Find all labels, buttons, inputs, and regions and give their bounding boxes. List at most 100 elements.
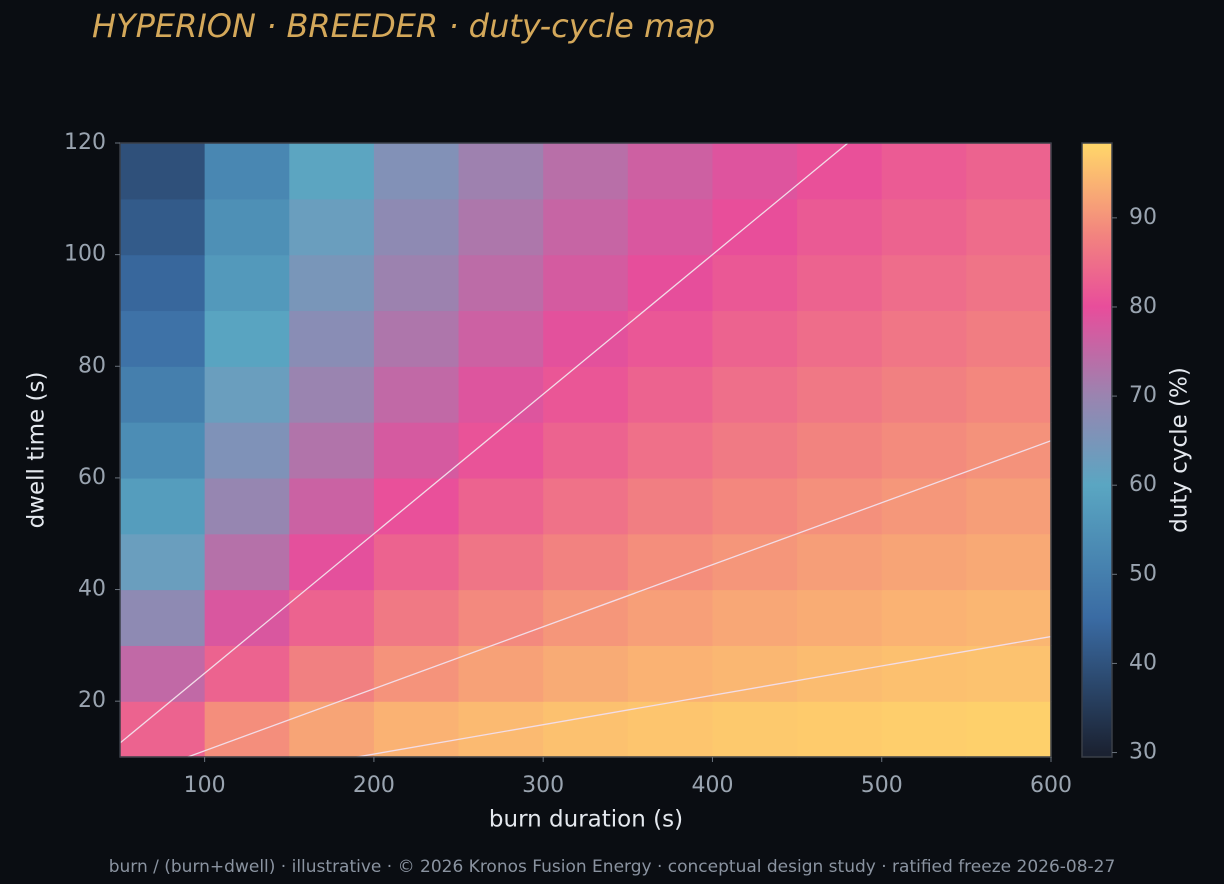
- heatmap-cell: [966, 701, 1052, 758]
- heatmap-cell: [204, 645, 290, 702]
- heatmap-cell: [966, 254, 1052, 312]
- heatmap-cell: [120, 143, 206, 200]
- heatmap-cell: [458, 310, 544, 367]
- heatmap-cell: [966, 366, 1052, 423]
- heatmap-cell: [120, 310, 206, 367]
- heatmap-cell: [373, 254, 460, 312]
- heatmap-cell: [881, 198, 967, 256]
- heatmap-cell: [881, 477, 967, 535]
- heatmap-cell: [797, 198, 883, 256]
- heatmap-cell: [204, 254, 290, 312]
- heatmap-cell: [627, 143, 714, 200]
- heatmap-cell: [204, 477, 290, 535]
- heatmap-cell: [627, 310, 714, 367]
- heatmap-cell: [881, 589, 967, 646]
- heatmap-cell: [289, 701, 375, 758]
- x-axis-label: burn duration (s): [489, 807, 683, 833]
- heatmap-cell: [797, 422, 883, 479]
- colorbar-tick-label: 90: [1129, 205, 1157, 230]
- heatmap-cell: [120, 198, 206, 256]
- heatmap-cell: [373, 422, 460, 479]
- heatmap-cell: [289, 198, 375, 256]
- heatmap-cell: [458, 198, 544, 256]
- heatmap-cell: [712, 366, 798, 423]
- heatmap-cell: [204, 366, 290, 423]
- heatmap-cell: [204, 533, 290, 591]
- plot-frame: [119, 142, 1052, 758]
- heatmap-cell: [881, 533, 967, 591]
- heatmap-cell: [712, 422, 798, 479]
- heatmap-cell: [966, 310, 1052, 367]
- heatmap-cell: [627, 533, 714, 591]
- heatmap-cell: [543, 310, 629, 367]
- heatmap-cell: [712, 589, 798, 646]
- heatmap: [120, 143, 1052, 758]
- heatmap-cell: [543, 477, 629, 535]
- contour-line: [185, 440, 1051, 757]
- heatmap-cell: [458, 143, 544, 200]
- heatmap-cell: [797, 701, 883, 758]
- chart-title: HYPERION · BREEDER · duty-cycle map: [92, 7, 715, 45]
- heatmap-cell: [966, 645, 1052, 702]
- heatmap-cell: [289, 589, 375, 646]
- heatmap-cell: [373, 701, 460, 758]
- colorbar-tick-label: 50: [1129, 561, 1157, 586]
- x-tick-label: 200: [353, 773, 395, 798]
- heatmap-cell: [881, 143, 967, 200]
- heatmap-cell: [458, 477, 544, 535]
- heatmap-cell: [289, 422, 375, 479]
- heatmap-cell: [712, 143, 798, 200]
- heatmap-cell: [204, 310, 290, 367]
- colorbar-tick-label: 40: [1129, 650, 1157, 675]
- heatmap-cell: [627, 366, 714, 423]
- heatmap-cell: [373, 198, 460, 256]
- heatmap-cell: [627, 198, 714, 256]
- heatmap-cell: [881, 310, 967, 367]
- heatmap-cell: [120, 645, 206, 702]
- heatmap-cell: [966, 143, 1052, 200]
- heatmap-cell: [627, 477, 714, 535]
- heatmap-cell: [543, 254, 629, 312]
- x-tick-label: 600: [1030, 773, 1072, 798]
- heatmap-cell: [712, 310, 798, 367]
- contour-line: [353, 635, 1051, 757]
- heatmap-cell: [120, 422, 206, 479]
- colorbar-tick-label: 30: [1129, 740, 1157, 765]
- contours: [120, 143, 1051, 757]
- heatmap-cell: [373, 310, 460, 367]
- heatmap-cell: [797, 366, 883, 423]
- heatmap-cell: [289, 533, 375, 591]
- heatmap-cell: [543, 645, 629, 702]
- colorbar-tick-label: 70: [1129, 383, 1157, 408]
- heatmap-cell: [797, 477, 883, 535]
- heatmap-cell: [120, 701, 206, 758]
- heatmap-cell: [797, 589, 883, 646]
- y-tick-label: 120: [64, 130, 106, 155]
- heatmap-cell: [712, 477, 798, 535]
- y-tick-label: 20: [78, 688, 106, 713]
- heatmap-cell: [627, 422, 714, 479]
- heatmap-cell: [373, 143, 460, 200]
- heatmap-cell: [966, 198, 1052, 256]
- heatmap-cell: [543, 533, 629, 591]
- heatmap-cell: [120, 366, 206, 423]
- heatmap-cell: [289, 477, 375, 535]
- heatmap-cell: [204, 143, 290, 200]
- heatmap-cell: [543, 589, 629, 646]
- x-tick-label: 400: [691, 773, 733, 798]
- heatmap-cell: [966, 533, 1052, 591]
- x-tick-label: 100: [184, 773, 226, 798]
- heatmap-cell: [712, 254, 798, 312]
- heatmap-cell: [797, 254, 883, 312]
- colorbar-label: duty cycle (%): [1167, 367, 1193, 533]
- heatmap-cell: [458, 254, 544, 312]
- y-tick-label: 80: [78, 353, 106, 378]
- heatmap-cell: [289, 254, 375, 312]
- heatmap-cell: [204, 701, 290, 758]
- heatmap-cell: [289, 645, 375, 702]
- heatmap-cell: [458, 645, 544, 702]
- y-tick-label: 100: [64, 242, 106, 267]
- contour-line: [120, 143, 849, 744]
- heatmap-cell: [204, 589, 290, 646]
